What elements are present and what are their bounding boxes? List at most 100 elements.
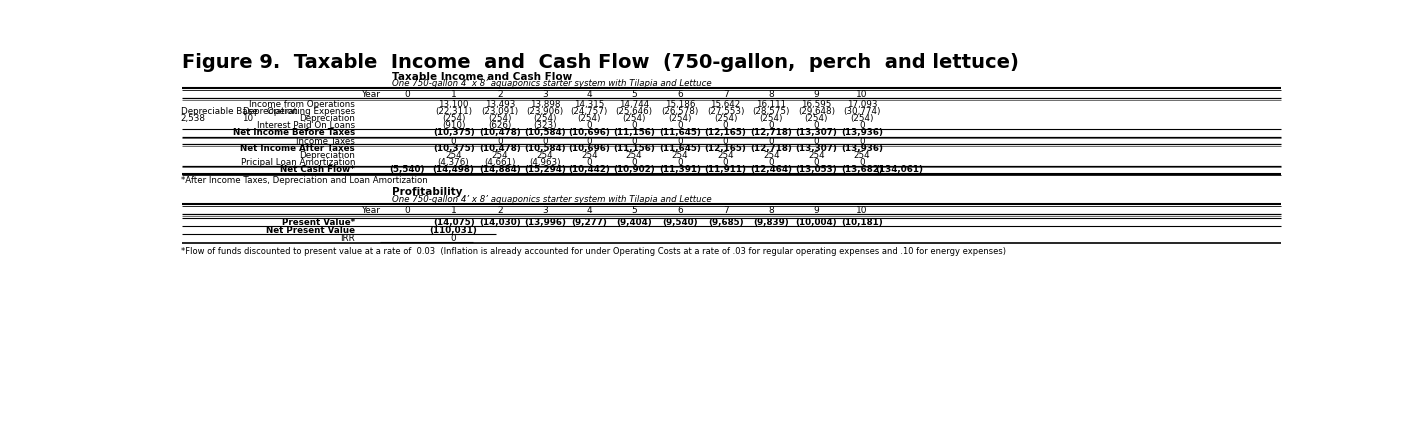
Text: 0: 0	[497, 137, 503, 146]
Text: 1: 1	[451, 90, 457, 99]
Text: 0: 0	[677, 120, 683, 130]
Text: One 750-gallon 4’ x 8’ aquaponics starter system with Tilapia and Lettuce: One 750-gallon 4’ x 8’ aquaponics starte…	[391, 79, 711, 88]
Text: Depreciation: Depreciation	[300, 151, 356, 160]
Text: (13,996): (13,996)	[524, 218, 565, 227]
Text: 5: 5	[631, 206, 637, 215]
Text: 2,538: 2,538	[181, 114, 206, 123]
Text: 0: 0	[451, 137, 457, 146]
Text: Net Present Value: Net Present Value	[266, 226, 356, 235]
Text: 16,111: 16,111	[757, 100, 787, 109]
Text: 0: 0	[768, 157, 774, 167]
Text: Income from Operations: Income from Operations	[250, 100, 356, 109]
Text: 0: 0	[860, 120, 865, 130]
Text: (26,578): (26,578)	[661, 107, 698, 116]
Text: (13,682): (13,682)	[841, 165, 883, 174]
Text: (12,718): (12,718)	[751, 128, 793, 137]
Text: 254: 254	[808, 151, 824, 160]
Text: 7: 7	[723, 206, 728, 215]
Text: 13,493: 13,493	[486, 100, 516, 109]
Text: (12,165): (12,165)	[704, 144, 747, 153]
Text: 0: 0	[587, 120, 593, 130]
Text: 0: 0	[543, 137, 548, 146]
Text: 10: 10	[857, 206, 868, 215]
Text: (5,540): (5,540)	[390, 165, 426, 174]
Text: 0: 0	[768, 120, 774, 130]
Text: 9: 9	[814, 206, 820, 215]
Text: Interest Paid On Loans: Interest Paid On Loans	[257, 120, 356, 130]
Text: (15,294): (15,294)	[524, 165, 565, 174]
Text: (11,645): (11,645)	[658, 144, 701, 153]
Text: Depreciation: Depreciation	[300, 114, 356, 123]
Text: 254: 254	[671, 151, 688, 160]
Text: (10,181): (10,181)	[841, 218, 883, 227]
Text: (4,376): (4,376)	[438, 157, 470, 167]
Text: 3: 3	[543, 206, 548, 215]
Text: 6: 6	[677, 90, 683, 99]
Text: (254): (254)	[441, 114, 466, 123]
Text: (13,307): (13,307)	[795, 128, 837, 137]
Text: (10,442): (10,442)	[568, 165, 610, 174]
Text: (10,696): (10,696)	[568, 128, 610, 137]
Text: Income Taxes: Income Taxes	[297, 137, 356, 146]
Text: 3: 3	[543, 90, 548, 99]
Text: (9,839): (9,839)	[754, 218, 790, 227]
Text: 0: 0	[404, 206, 410, 215]
Text: (23,091): (23,091)	[481, 107, 518, 116]
Text: (10,696): (10,696)	[568, 144, 610, 153]
Text: (9,404): (9,404)	[617, 218, 653, 227]
Text: (13,936): (13,936)	[841, 128, 883, 137]
Text: (254): (254)	[577, 114, 601, 123]
Text: Net Income After Taxes: Net Income After Taxes	[240, 144, 356, 153]
Text: 254: 254	[581, 151, 597, 160]
Text: 0: 0	[404, 90, 410, 99]
Text: 5: 5	[631, 90, 637, 99]
Text: Year: Year	[361, 206, 380, 215]
Text: 0: 0	[723, 137, 728, 146]
Text: (10,478): (10,478)	[480, 144, 521, 153]
Text: 0: 0	[587, 137, 593, 146]
Text: 17,093: 17,093	[847, 100, 877, 109]
Text: Operating Expenses: Operating Expenses	[267, 107, 356, 116]
Text: 0: 0	[631, 120, 637, 130]
Text: Depreciable Base: Depreciable Base	[181, 107, 257, 116]
Text: (11,391): (11,391)	[658, 165, 701, 174]
Text: 14,744: 14,744	[620, 100, 650, 109]
Text: 0: 0	[860, 157, 865, 167]
Text: 4: 4	[587, 90, 593, 99]
Text: (28,575): (28,575)	[753, 107, 790, 116]
Text: 0: 0	[814, 137, 820, 146]
Text: 254: 254	[854, 151, 870, 160]
Text: (30,774): (30,774)	[844, 107, 881, 116]
Text: 254: 254	[625, 151, 643, 160]
Text: 9: 9	[814, 90, 820, 99]
Text: 16,595: 16,595	[801, 100, 831, 109]
Text: (9,685): (9,685)	[708, 218, 744, 227]
Text: 0: 0	[631, 157, 637, 167]
Text: Profitability: Profitability	[391, 187, 463, 197]
Text: (10,584): (10,584)	[524, 128, 565, 137]
Text: 0: 0	[814, 157, 820, 167]
Text: (10,375): (10,375)	[433, 128, 474, 137]
Text: Taxable Income and Cash Flow: Taxable Income and Cash Flow	[391, 72, 571, 82]
Text: (11,911): (11,911)	[704, 165, 747, 174]
Text: 13,100: 13,100	[438, 100, 468, 109]
Text: (254): (254)	[533, 114, 557, 123]
Text: (14,075): (14,075)	[433, 218, 474, 227]
Text: (10,375): (10,375)	[433, 144, 474, 153]
Text: (9,277): (9,277)	[571, 218, 607, 227]
Text: 254: 254	[446, 151, 461, 160]
Text: (254): (254)	[804, 114, 828, 123]
Text: 0: 0	[677, 157, 683, 167]
Text: (110,031): (110,031)	[430, 226, 477, 235]
Text: 0: 0	[587, 157, 593, 167]
Text: (9,540): (9,540)	[663, 218, 698, 227]
Text: (323): (323)	[533, 120, 557, 130]
Text: 13,898: 13,898	[530, 100, 560, 109]
Text: (254): (254)	[760, 114, 783, 123]
Text: 1: 1	[451, 206, 457, 215]
Text: (13,936): (13,936)	[841, 144, 883, 153]
Text: (29,648): (29,648)	[798, 107, 835, 116]
Text: (254): (254)	[714, 114, 737, 123]
Text: 4: 4	[587, 206, 593, 215]
Text: (254): (254)	[668, 114, 691, 123]
